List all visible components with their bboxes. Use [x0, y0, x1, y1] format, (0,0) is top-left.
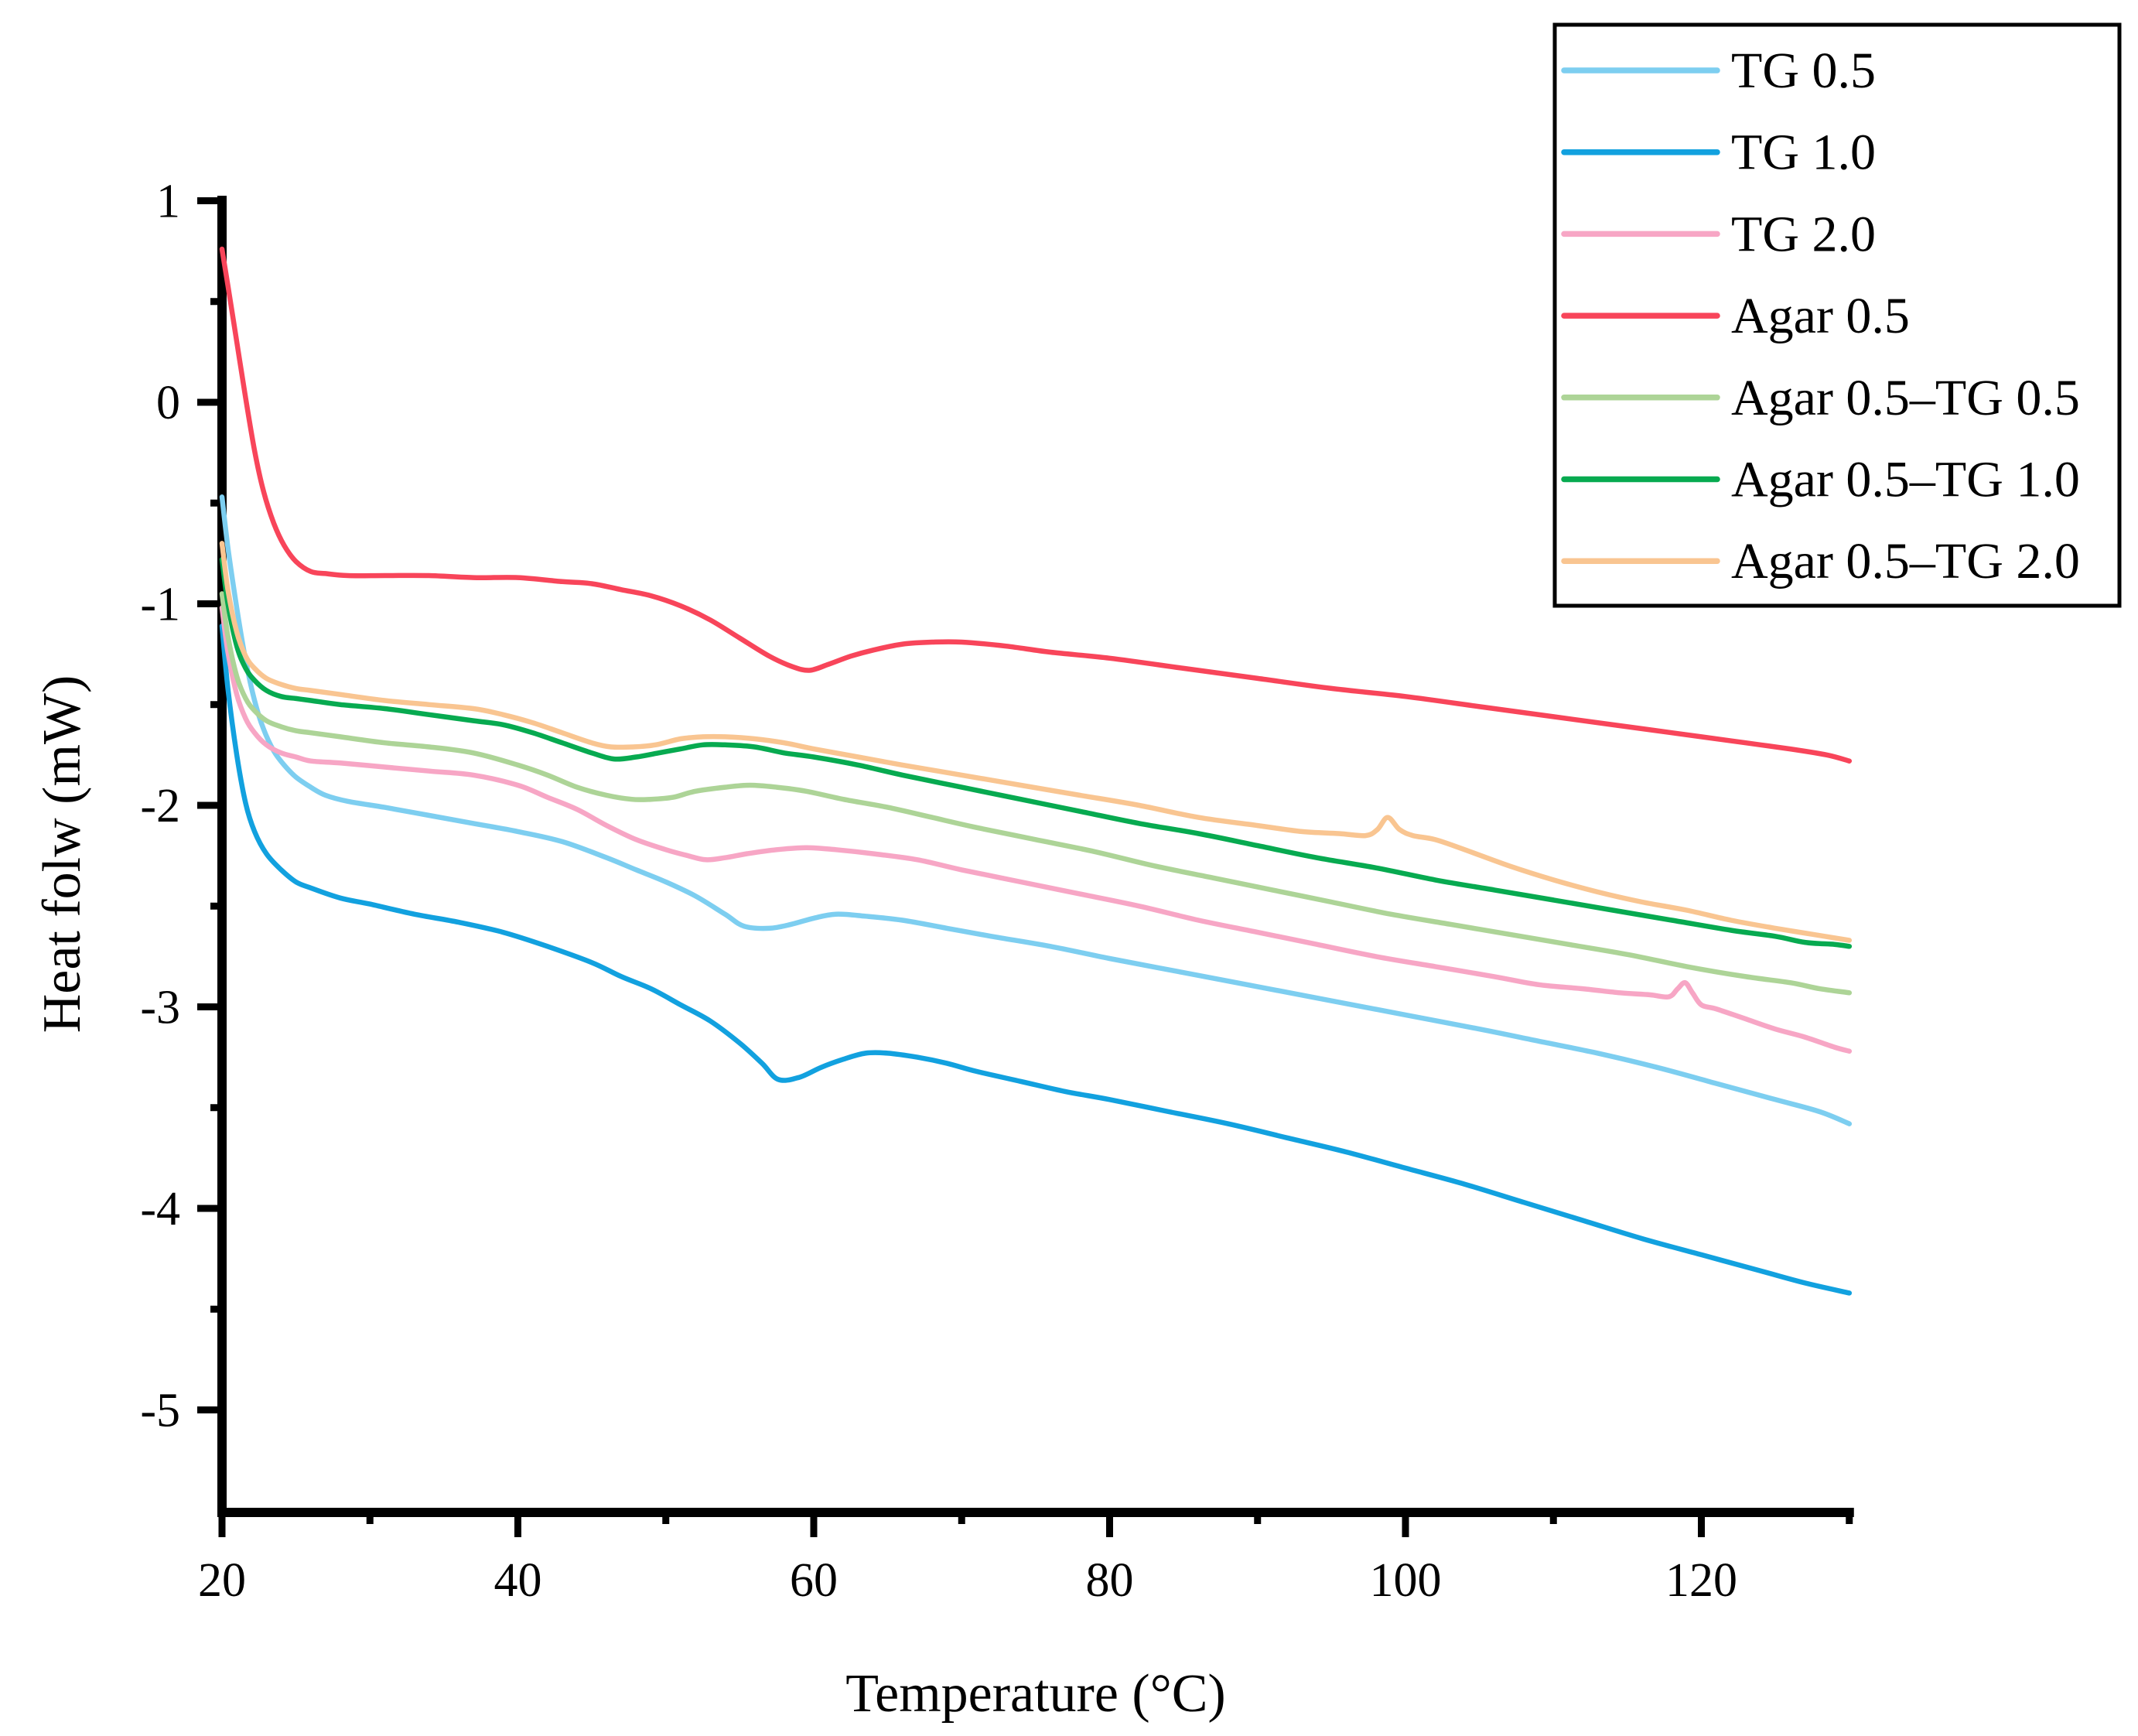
curve-tg-1-0 — [219, 623, 1853, 1296]
legend-label-agar-0-5-tg-0-5: Agar 0.5–TG 0.5 — [1731, 370, 2080, 426]
y-tick-label: -1 — [140, 579, 180, 631]
legend-entry-agar-0-5-tg-2-0: Agar 0.5–TG 2.0 — [1561, 533, 2080, 589]
legend-label-tg-2-0: TG 2.0 — [1731, 206, 1876, 262]
x-tick-label: 60 — [790, 1554, 838, 1607]
legend-entry-tg-2-0: TG 2.0 — [1561, 206, 1876, 262]
legend-entry-agar-0-5: Agar 0.5 — [1561, 288, 1910, 344]
axes: 1 0 -1 -2 -3 -4 -5 20 40 60 80 100 120 — [140, 176, 1854, 1607]
curve-agar-0-5-tg-0-5 — [219, 591, 1853, 996]
y-axis-title: Heat folw (mW) — [32, 675, 92, 1034]
legend-label-tg-1-0: TG 1.0 — [1731, 125, 1876, 181]
x-tick-label: 20 — [198, 1554, 246, 1607]
y-tick-label: 1 — [156, 176, 180, 228]
curve-agar-0-5 — [219, 246, 1853, 764]
x-tick-label: 40 — [494, 1554, 542, 1607]
y-tick-label: -4 — [140, 1183, 180, 1235]
x-axis-title: Temperature (°C) — [845, 1664, 1225, 1724]
legend: TG 0.5 TG 1.0 TG 2.0 Agar 0.5 Agar 0.5–TG 0.… — [1552, 22, 2122, 608]
y-tick-label: -3 — [140, 982, 180, 1034]
y-tick-label: 0 — [156, 377, 180, 429]
legend-label-agar-0-5-tg-2-0: Agar 0.5–TG 2.0 — [1731, 533, 2080, 589]
x-tick-label: 100 — [1370, 1554, 1442, 1607]
legend-entry-agar-0-5-tg-0-5: Agar 0.5–TG 0.5 — [1561, 370, 2080, 426]
legend-label-tg-0-5: TG 0.5 — [1731, 43, 1876, 99]
curve-agar-0-5-tg-2-0 — [219, 541, 1853, 943]
y-tick-label: -5 — [140, 1385, 180, 1437]
curve-tg-2-0 — [219, 605, 1853, 1054]
x-tick-label: 80 — [1086, 1554, 1134, 1607]
x-tick-label: 120 — [1665, 1554, 1737, 1607]
legend-label-agar-0-5-tg-1-0: Agar 0.5–TG 1.0 — [1731, 452, 2080, 508]
curves — [219, 246, 1853, 1296]
curve-tg-0-5 — [219, 494, 1853, 1126]
legend-entry-tg-1-0: TG 1.0 — [1561, 125, 1876, 181]
curve-agar-0-5-tg-1-0 — [219, 556, 1853, 949]
legend-label-agar-0-5: Agar 0.5 — [1731, 288, 1910, 344]
legend-entry-agar-0-5-tg-1-0: Agar 0.5–TG 1.0 — [1561, 452, 2080, 508]
y-tick-label: -2 — [140, 780, 180, 832]
legend-entry-tg-0-5: TG 0.5 — [1561, 43, 1876, 99]
